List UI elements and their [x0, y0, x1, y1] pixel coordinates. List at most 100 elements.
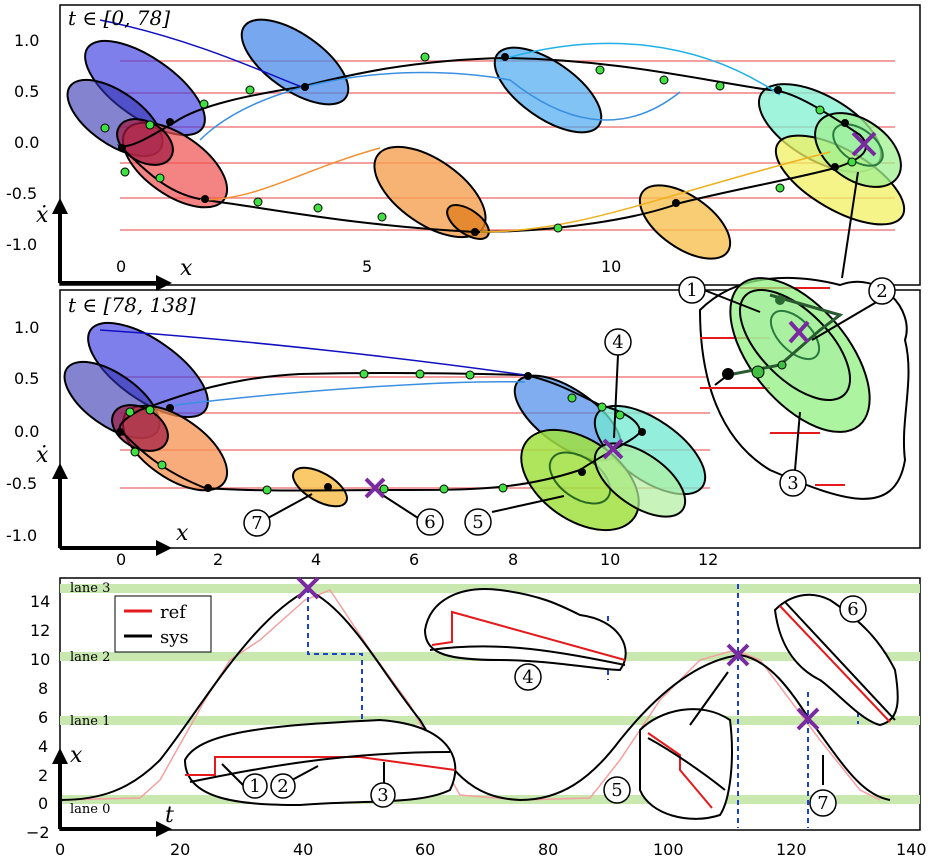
middle-branch-blue [99, 329, 526, 376]
bottom-ylabel: x [70, 743, 83, 768]
callout-label: 7 [817, 793, 828, 814]
callout-3-bottom: 3 [370, 782, 396, 808]
green-point [313, 203, 323, 213]
green-point [199, 99, 209, 109]
green-point [553, 223, 563, 233]
bottom-ytick: 2 [38, 766, 48, 785]
ellipse-green-inner [832, 123, 884, 167]
bottom-cross-markers [296, 576, 820, 731]
ellipse-yellow-small [292, 466, 348, 508]
middle-ylabel: ẋ [36, 443, 49, 468]
green-point [439, 484, 449, 494]
bottom-ytick: 14 [30, 592, 50, 611]
callout-4-bottom: 4 [514, 663, 542, 691]
legend-sys-label: sys [160, 627, 189, 648]
green-point [715, 81, 725, 91]
green-point [815, 105, 825, 115]
green-point [595, 65, 605, 75]
inset-5 [639, 708, 733, 820]
top-panel-frame [59, 4, 921, 286]
callout-7-bottom: 7 [809, 789, 837, 817]
middle-panel: t ∈ [78, 138] 1.0 0.5 0.0 -0.5 -1.0 0 2 … [6, 276, 921, 569]
black-point [166, 118, 174, 126]
black-point [166, 404, 174, 412]
bottom-panel: lane 3 lane 2 lane 1 lane 0 [26, 576, 927, 859]
black-point [841, 119, 849, 127]
callout-arrows [221, 171, 881, 791]
black-point [324, 483, 332, 491]
lane-label: lane 1 [70, 714, 110, 729]
middle-title: t ∈ [78, 138] [68, 293, 196, 317]
bottom-panel-frame [59, 577, 921, 831]
middle-panel-frame [59, 289, 921, 549]
green-point [130, 447, 140, 457]
middle-axis-arrows [52, 463, 172, 556]
callout-5-mid: 5 [464, 508, 492, 536]
lane-label: lane 3 [70, 581, 110, 596]
bottom-xtick: 80 [538, 840, 558, 859]
callout-label: 3 [787, 473, 798, 494]
callout-3-top: 3 [779, 469, 807, 497]
middle-trajectory [118, 371, 642, 492]
green-point [420, 52, 430, 62]
bottom-xtick: 120 [776, 840, 807, 859]
middle-xtick: 6 [409, 550, 419, 569]
green-point [155, 173, 165, 183]
bottom-ytick: 4 [38, 737, 48, 756]
bottom-ytick: −2 [26, 823, 50, 842]
green-point [659, 75, 669, 85]
middle-ellipses [63, 321, 707, 532]
middle-xtick: 2 [213, 550, 223, 569]
black-point [201, 195, 209, 203]
green-point [597, 402, 607, 412]
black-point [578, 468, 586, 476]
lane-label: lane 0 [70, 802, 110, 817]
top-ytick: -1.0 [6, 235, 37, 254]
green-point [567, 393, 577, 403]
zoom-point [722, 368, 734, 380]
sys-trajectory [59, 588, 891, 802]
bottom-axis-arrows [52, 748, 172, 837]
callout-label: 3 [377, 785, 388, 806]
black-point [118, 144, 126, 152]
black-point [524, 372, 532, 380]
middle-black-points [116, 372, 646, 492]
black-point [301, 83, 309, 91]
zoom-ellipse-mid [738, 288, 852, 402]
green-point [145, 405, 155, 415]
top-ytick: 1.0 [14, 31, 39, 50]
zoom-point [751, 365, 765, 379]
inset-4 [423, 588, 627, 672]
black-point [116, 428, 124, 436]
top-ylabel: ẋ [36, 203, 49, 228]
bottom-ytick: 10 [30, 650, 50, 669]
ellipse-amber [638, 184, 732, 260]
callout-labels: 1 2 3 4 5 6 7 1 [242, 276, 896, 817]
lane-band [60, 795, 920, 804]
top-axis-arrows [52, 198, 172, 291]
middle-ytick: 1.0 [14, 318, 39, 337]
black-point [774, 86, 782, 94]
middle-ytick: -0.5 [6, 474, 37, 493]
black-point [471, 228, 479, 236]
bottom-xtick: 0 [55, 840, 65, 859]
green-point [157, 460, 167, 470]
middle-xtick: 4 [311, 550, 321, 569]
callout-1-top: 1 [678, 276, 706, 304]
black-point [638, 428, 646, 436]
middle-xtick: 10 [600, 550, 620, 569]
green-point [498, 483, 508, 493]
green-point [377, 212, 387, 222]
bottom-xtick: 20 [170, 840, 190, 859]
green-point [100, 123, 110, 133]
green-point [145, 120, 155, 130]
black-point [672, 199, 680, 207]
green-point [379, 484, 389, 494]
zoom-inset [698, 276, 910, 500]
callout-label: 1 [249, 776, 260, 797]
middle-ytick: -1.0 [6, 526, 37, 545]
legend-ref-label: ref [160, 602, 187, 623]
green-point [125, 407, 135, 417]
bottom-xlabel: t [165, 803, 174, 828]
